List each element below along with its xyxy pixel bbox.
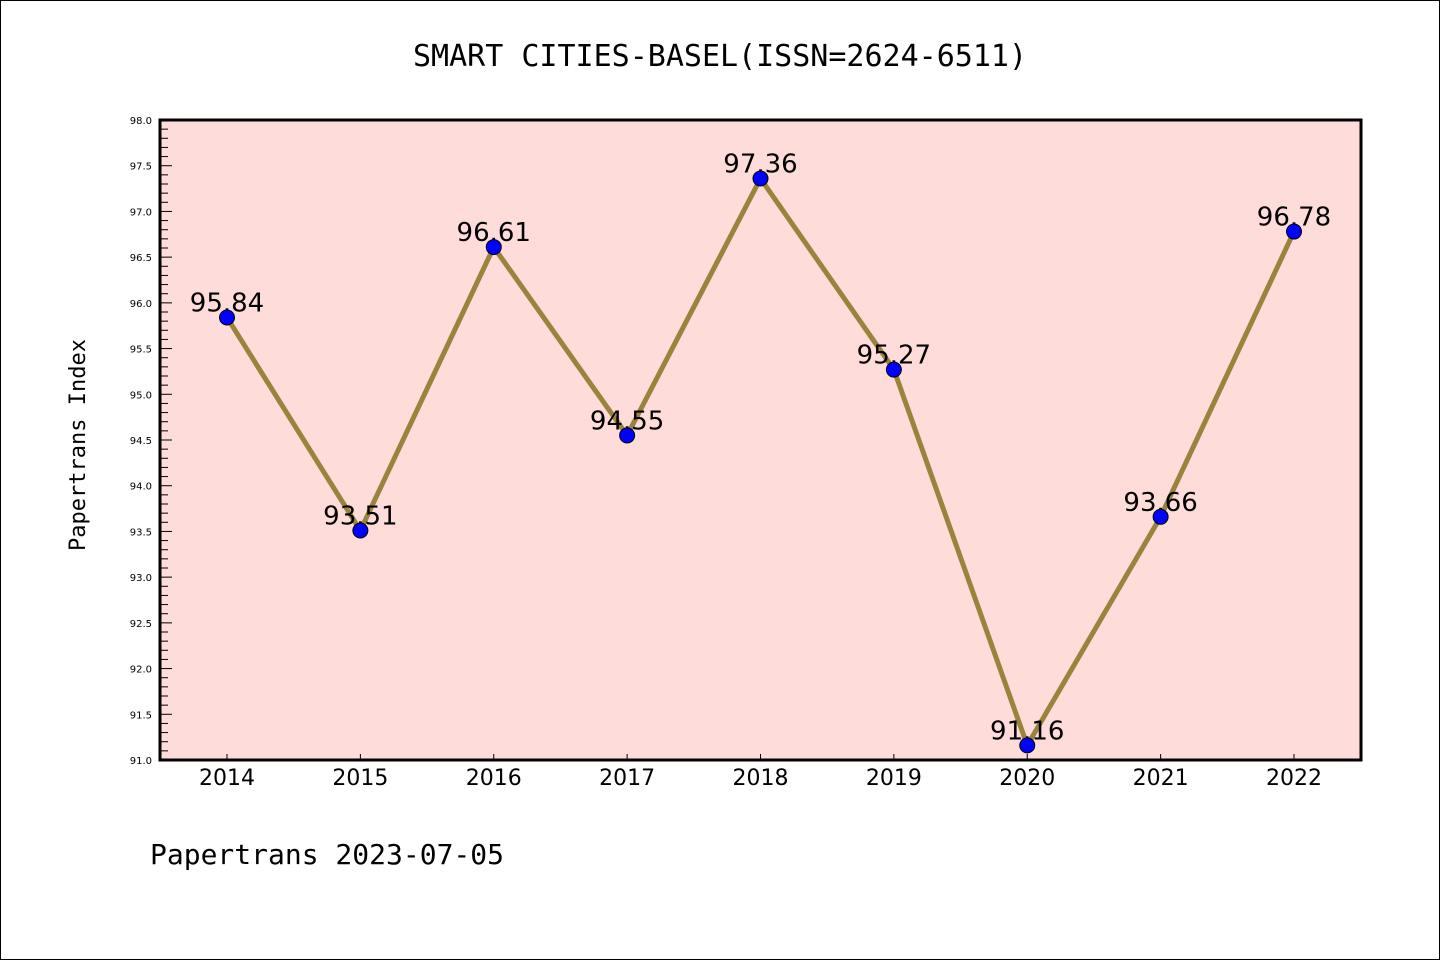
footer-text: Papertrans 2023-07-05	[150, 838, 504, 871]
data-point-marker	[352, 522, 369, 539]
data-point-marker	[619, 427, 636, 444]
y-tick-label: 95.0	[130, 390, 152, 401]
data-point-marker	[485, 239, 502, 256]
y-tick-label: 94.5	[130, 436, 152, 447]
data-point-marker	[1152, 508, 1169, 525]
y-tick-label: 92.5	[130, 619, 152, 630]
y-tick-label: 92.0	[130, 665, 152, 676]
x-tick-label: 2020	[999, 766, 1055, 791]
series-line-group: 95.8493.5196.6194.5597.3695.2791.1693.66…	[190, 150, 1331, 754]
y-axis-label: Papertrans Index	[66, 339, 91, 551]
y-tick-label: 93.5	[130, 527, 152, 538]
y-tick-label: 91.5	[130, 710, 152, 721]
x-axis: 2014 2015 2016 2017 2018 2019 2020 2021 2022	[199, 754, 1322, 791]
y-tick-label: 96.0	[130, 299, 152, 310]
y-tick-label: 97.5	[130, 162, 152, 173]
x-tick-label: 2016	[466, 766, 522, 791]
y-tick-label: 96.5	[130, 253, 152, 264]
x-tick-label: 2022	[1266, 766, 1322, 791]
data-point-marker	[752, 170, 769, 187]
x-tick-label: 2014	[199, 766, 255, 791]
y-tick-label: 93.0	[130, 573, 152, 584]
y-tick-label: 98.0	[130, 116, 152, 127]
x-tick-label: 2018	[733, 766, 789, 791]
y-tick-label: 91.0	[130, 756, 152, 767]
plot-border	[158, 118, 1363, 762]
y-tick-label: 95.5	[130, 345, 152, 356]
y-tick-label: 94.0	[130, 482, 152, 493]
chart-title: SMART CITIES-BASEL(ISSN=2624-6511)	[413, 39, 1027, 74]
plot-area	[160, 120, 1361, 760]
x-tick-label: 2017	[599, 766, 655, 791]
x-tick-label: 2019	[866, 766, 922, 791]
data-point-marker	[1019, 737, 1036, 754]
y-tick-label: 97.0	[130, 207, 152, 218]
data-point-marker	[219, 309, 235, 326]
data-point-marker	[885, 361, 902, 378]
x-tick-label: 2015	[332, 766, 388, 791]
data-point-marker	[1286, 223, 1302, 240]
x-tick-label: 2021	[1133, 766, 1189, 791]
